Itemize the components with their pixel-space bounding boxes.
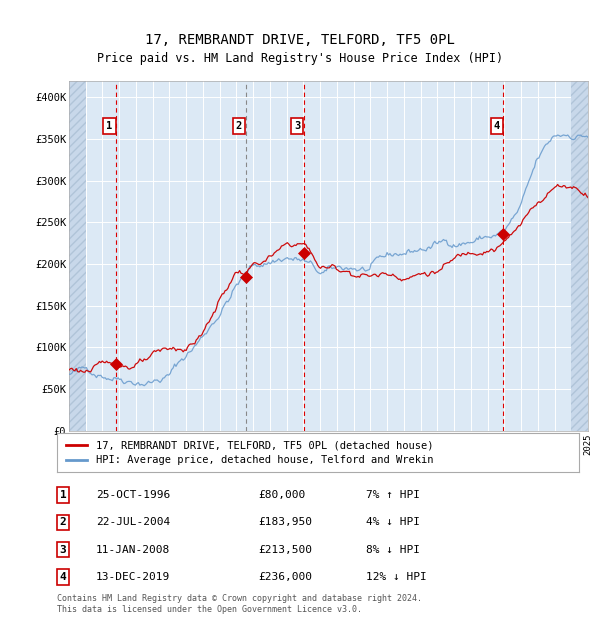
- Text: £183,950: £183,950: [258, 517, 312, 527]
- Bar: [69, 81, 86, 431]
- Text: £80,000: £80,000: [258, 490, 305, 500]
- Text: £213,500: £213,500: [258, 544, 312, 554]
- Text: 4% ↓ HPI: 4% ↓ HPI: [366, 517, 420, 527]
- Text: 22-JUL-2004: 22-JUL-2004: [96, 517, 170, 527]
- Text: 17, REMBRANDT DRIVE, TELFORD, TF5 0PL: 17, REMBRANDT DRIVE, TELFORD, TF5 0PL: [145, 33, 455, 47]
- Text: 13-DEC-2019: 13-DEC-2019: [96, 572, 170, 582]
- Text: 3: 3: [294, 121, 301, 131]
- Text: 11-JAN-2008: 11-JAN-2008: [96, 544, 170, 554]
- Text: £236,000: £236,000: [258, 572, 312, 582]
- Text: 8% ↓ HPI: 8% ↓ HPI: [366, 544, 420, 554]
- Legend: 17, REMBRANDT DRIVE, TELFORD, TF5 0PL (detached house), HPI: Average price, deta: 17, REMBRANDT DRIVE, TELFORD, TF5 0PL (d…: [62, 436, 437, 469]
- Text: 1: 1: [59, 490, 67, 500]
- Text: 2: 2: [59, 517, 67, 527]
- Text: 4: 4: [59, 572, 67, 582]
- Text: 2: 2: [236, 121, 242, 131]
- Text: 3: 3: [59, 544, 67, 554]
- Text: 1: 1: [106, 121, 113, 131]
- Text: 7% ↑ HPI: 7% ↑ HPI: [366, 490, 420, 500]
- Text: 12% ↓ HPI: 12% ↓ HPI: [366, 572, 427, 582]
- Text: 4: 4: [494, 121, 500, 131]
- Text: Contains HM Land Registry data © Crown copyright and database right 2024.
This d: Contains HM Land Registry data © Crown c…: [57, 595, 422, 614]
- Text: Price paid vs. HM Land Registry's House Price Index (HPI): Price paid vs. HM Land Registry's House …: [97, 53, 503, 65]
- Text: 25-OCT-1996: 25-OCT-1996: [96, 490, 170, 500]
- Bar: [571, 81, 588, 431]
